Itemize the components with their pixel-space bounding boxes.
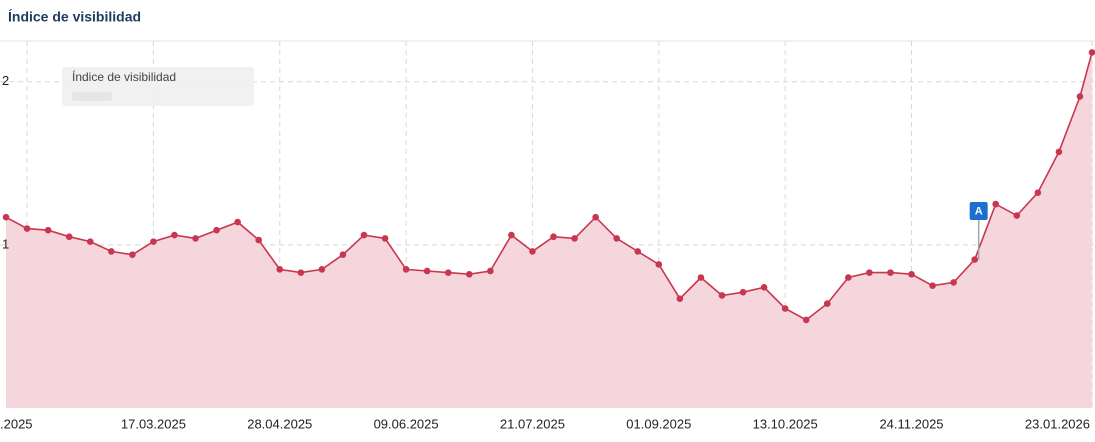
point [65, 233, 73, 241]
x-tick-label: 28.04.2025 [247, 416, 312, 431]
point [108, 248, 115, 255]
point [992, 200, 1000, 208]
point [171, 231, 178, 239]
point [1013, 212, 1021, 219]
point [781, 305, 789, 312]
point [1076, 93, 1084, 100]
y-tick-label: 2 [2, 73, 9, 88]
x-tick-label: .2025 [0, 416, 33, 431]
x-tick-label: 09.06.2025 [374, 416, 439, 431]
x-tick-label: 24.11.2025 [879, 416, 943, 431]
point [823, 300, 831, 307]
point [318, 266, 326, 273]
point [444, 269, 452, 276]
point [887, 269, 894, 276]
point [44, 226, 52, 234]
point [802, 316, 810, 324]
point [550, 233, 557, 241]
tooltip-label: Índice de visibilidad [72, 69, 176, 84]
point [592, 213, 599, 221]
point [529, 248, 536, 255]
point [845, 274, 852, 281]
point [276, 266, 284, 273]
point [234, 218, 241, 226]
point [760, 283, 768, 291]
x-tick-label: 21.07.2025 [500, 416, 565, 431]
point [2, 213, 10, 221]
x-tick-label: 01.09.2025 [626, 416, 691, 431]
point [86, 238, 94, 245]
chart-title: Índice de visibilidad [8, 9, 141, 25]
y-tick-label: 1 [2, 236, 9, 251]
point [381, 235, 389, 242]
point [487, 267, 494, 275]
x-tick-label: 17.03.2025 [121, 416, 186, 431]
point [655, 261, 663, 268]
point [1055, 148, 1063, 156]
x-tick-label: 13.10.2025 [753, 416, 818, 431]
point [465, 270, 473, 278]
point [739, 288, 747, 296]
point [571, 235, 578, 242]
tooltip-value-blur [72, 92, 112, 101]
point [613, 235, 620, 242]
point [676, 295, 684, 303]
annotation-marker [969, 202, 988, 220]
point [150, 238, 157, 245]
point [718, 292, 726, 299]
point [697, 274, 705, 281]
point [971, 256, 978, 263]
point [255, 236, 263, 244]
point [423, 267, 431, 275]
point [908, 270, 915, 278]
point [866, 269, 873, 276]
point [1088, 49, 1095, 56]
annotation-label: A [975, 205, 983, 217]
point [192, 235, 199, 242]
point [508, 231, 515, 239]
x-tick-label: 23.01.2026 [1025, 416, 1090, 431]
point [929, 282, 936, 289]
point [634, 248, 642, 255]
point [129, 251, 136, 258]
point [402, 266, 410, 273]
point [23, 225, 31, 232]
point [1034, 189, 1042, 196]
point [360, 231, 368, 239]
area-fill [6, 52, 1092, 409]
point [950, 279, 957, 286]
point [339, 251, 347, 258]
point [213, 226, 220, 234]
point [297, 269, 305, 276]
